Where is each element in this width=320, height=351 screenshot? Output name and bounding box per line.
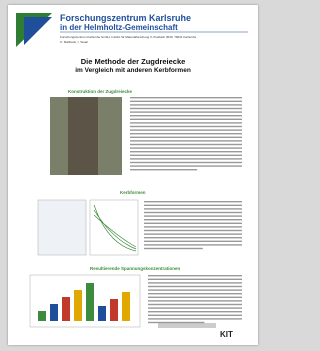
text-line bbox=[148, 279, 242, 280]
text-line bbox=[144, 201, 242, 202]
text-line bbox=[144, 233, 242, 234]
text-line bbox=[148, 311, 242, 312]
text-line bbox=[148, 304, 242, 305]
text-line bbox=[130, 97, 242, 98]
text-line bbox=[130, 122, 242, 123]
bar-decoration bbox=[38, 311, 46, 321]
bar-decoration bbox=[50, 304, 58, 321]
text-line bbox=[130, 147, 242, 148]
text-line bbox=[144, 205, 242, 206]
text-line bbox=[144, 215, 242, 216]
poster-title: Die Methode der Zugdreiecke bbox=[8, 57, 258, 66]
text-line bbox=[148, 300, 242, 301]
text-line bbox=[144, 237, 242, 238]
org-subtitle: in der Helmholtz-Gemeinschaft bbox=[60, 23, 178, 32]
bar-decoration bbox=[86, 283, 94, 321]
text-line bbox=[144, 241, 242, 242]
poster-subtitle: im Vergleich mit anderen Kerbformen bbox=[8, 67, 258, 74]
text-line bbox=[130, 108, 242, 109]
text-line bbox=[144, 219, 242, 220]
text-line bbox=[130, 155, 242, 156]
text-line bbox=[148, 322, 204, 323]
text-line bbox=[148, 286, 242, 287]
poster: Forschungszentrum Karlsruhe in der Helmh… bbox=[8, 5, 258, 345]
text-line bbox=[148, 297, 242, 298]
text-line bbox=[130, 104, 242, 105]
notch-diagram bbox=[38, 200, 86, 255]
footer-note bbox=[158, 323, 216, 328]
text-line bbox=[130, 126, 242, 127]
text-line bbox=[130, 133, 242, 134]
text-line bbox=[148, 282, 242, 283]
text-line bbox=[130, 169, 197, 170]
text-line bbox=[144, 223, 242, 224]
text-line bbox=[130, 129, 242, 130]
bar-decoration bbox=[122, 292, 130, 321]
text-line bbox=[130, 119, 242, 120]
text-line bbox=[144, 212, 242, 213]
text-line bbox=[130, 151, 242, 152]
bar-decoration bbox=[110, 299, 118, 321]
section-heading: Resultierende Spannungskonzentrationen bbox=[90, 266, 180, 271]
text-line bbox=[148, 275, 242, 276]
text-line bbox=[130, 158, 242, 159]
text-line bbox=[148, 289, 242, 290]
address: Forschungszentrum Karlsruhe GmbH, Instit… bbox=[60, 35, 196, 39]
org-name: Forschungszentrum Karlsruhe bbox=[60, 13, 191, 23]
section-heading: Kerbformen bbox=[120, 190, 146, 195]
text-line bbox=[144, 230, 242, 231]
text-line bbox=[130, 115, 242, 116]
bar-decoration bbox=[62, 297, 70, 321]
text-line bbox=[130, 101, 242, 102]
text-line bbox=[144, 208, 242, 209]
text-line bbox=[130, 140, 242, 141]
text-line bbox=[130, 137, 242, 138]
text-line bbox=[148, 293, 242, 294]
text-line bbox=[144, 248, 203, 249]
text-line bbox=[144, 244, 242, 245]
text-line bbox=[130, 165, 242, 166]
text-line bbox=[148, 307, 242, 308]
text-line bbox=[130, 111, 242, 112]
text-line bbox=[144, 226, 242, 227]
text-line bbox=[130, 162, 242, 163]
bar-decoration bbox=[74, 290, 82, 321]
tree-trunk bbox=[68, 97, 98, 175]
logo-shape bbox=[24, 17, 52, 45]
kit-logo: KIT bbox=[220, 330, 233, 339]
text-line bbox=[148, 318, 242, 319]
decoration bbox=[8, 5, 258, 345]
authors: C. Mattheck, I. Tesari bbox=[60, 40, 88, 44]
section-heading: Konstruktion der Zugdreiecke bbox=[68, 89, 132, 94]
text-line bbox=[130, 144, 242, 145]
bar-decoration bbox=[98, 306, 106, 321]
text-line bbox=[148, 315, 242, 316]
